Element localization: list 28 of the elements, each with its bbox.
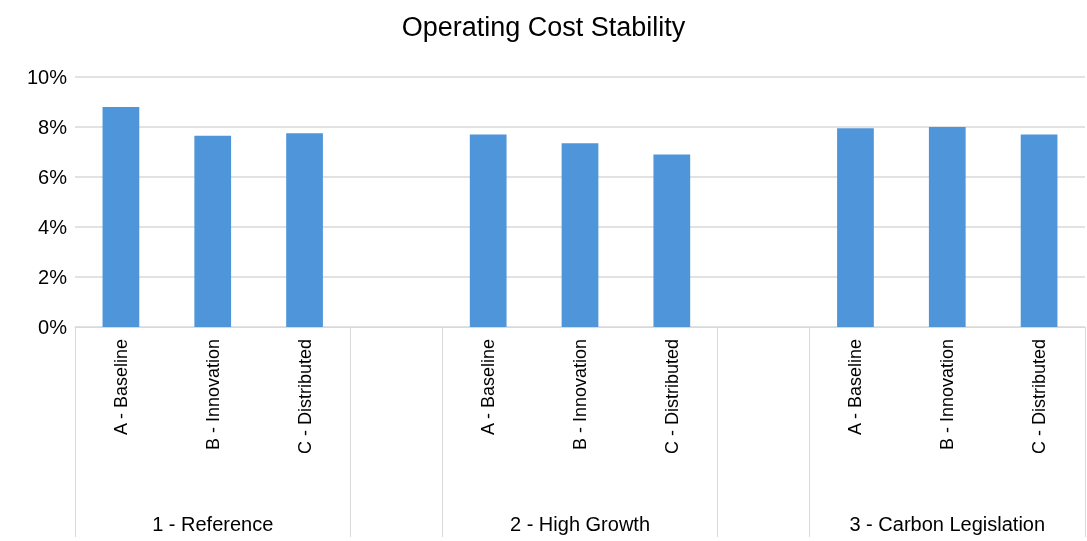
x-tick-label: B - Innovation — [570, 339, 590, 451]
x-tick-label: C - Distributed — [294, 339, 315, 455]
bar — [653, 154, 691, 327]
x-tick-label: B - Innovation — [937, 339, 958, 451]
bar — [469, 134, 507, 327]
y-tick-label: 10% — [26, 66, 68, 88]
text: 1 - Reference — [152, 513, 274, 535]
x-tick-label: A - Baseline — [845, 339, 866, 436]
bar — [561, 143, 599, 327]
x-tick-label: A - Baseline — [110, 339, 131, 436]
bar — [1020, 134, 1058, 327]
x-tick-label: C - Distributed — [1029, 339, 1050, 455]
y-tick-label: 4% — [38, 216, 68, 238]
bar — [286, 133, 323, 327]
x-tick-label: A - Baseline — [478, 339, 499, 436]
chart-title: Operating Cost Stability — [401, 11, 686, 42]
y-tick-label: 0% — [38, 316, 68, 338]
bar — [837, 128, 874, 327]
x-tick-label: C - Distributed — [661, 339, 682, 455]
bar — [194, 135, 232, 327]
bar — [928, 127, 966, 327]
y-tick-label: 8% — [38, 116, 68, 138]
y-tick-label: 6% — [38, 166, 68, 188]
bar — [102, 107, 140, 327]
y-tick-label: 2% — [38, 266, 68, 288]
text: 3 - Carbon Legislation — [849, 513, 1046, 535]
text: 2 - High Growth — [509, 513, 651, 535]
x-tick-label: B - Innovation — [202, 339, 223, 451]
